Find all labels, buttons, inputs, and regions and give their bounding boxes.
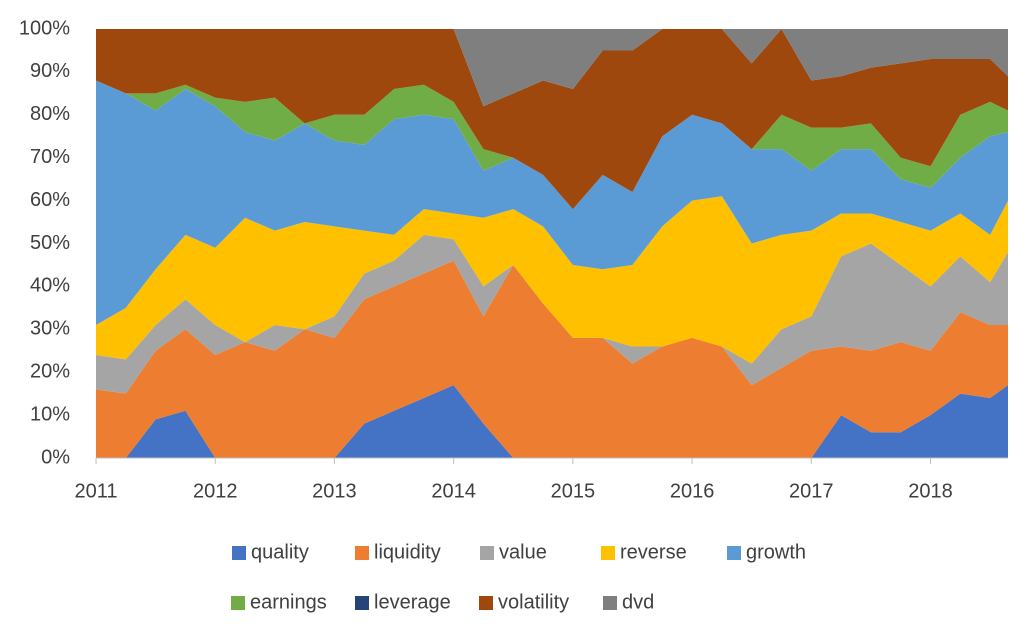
legend-swatch — [601, 546, 615, 560]
y-tick-label: 80% — [30, 103, 70, 125]
x-tick-label: 2014 — [431, 480, 476, 502]
legend-label: liquidity — [374, 541, 441, 563]
x-tick-label: 2015 — [551, 480, 596, 502]
y-tick-label: 70% — [30, 146, 70, 168]
legend-swatch — [480, 546, 494, 560]
legend-label: dvd — [622, 591, 654, 613]
area — [96, 385, 1008, 458]
x-tick-label: 2018 — [908, 480, 953, 502]
legend-swatch — [603, 596, 617, 610]
y-tick-label: 20% — [30, 360, 70, 382]
legend-swatch — [355, 596, 369, 610]
legend-label: quality — [251, 541, 309, 563]
y-tick-label: 100% — [19, 17, 70, 39]
legend-label: growth — [746, 541, 806, 563]
x-tick-label: 2017 — [789, 480, 834, 502]
area — [96, 29, 1008, 107]
area — [96, 234, 1008, 394]
y-tick-label: 90% — [30, 60, 70, 82]
legend-label: reverse — [620, 541, 687, 563]
legend-label: value — [499, 541, 547, 563]
legend-swatch — [727, 546, 741, 560]
y-tick-label: 0% — [41, 446, 70, 468]
x-tick-label: 2011 — [74, 480, 117, 502]
x-tick-label: 2012 — [193, 480, 238, 502]
area — [96, 196, 1008, 364]
legend-swatch — [355, 546, 369, 560]
y-tick-label: 60% — [30, 189, 70, 211]
x-tick-label: 2013 — [312, 480, 357, 502]
x-tick-label: 2016 — [670, 480, 715, 502]
y-tick-label: 10% — [30, 403, 70, 425]
legend-swatch — [231, 596, 245, 610]
legend-swatch — [479, 596, 493, 610]
area — [96, 80, 1008, 210]
area — [96, 260, 1008, 458]
y-tick-label: 40% — [30, 275, 70, 297]
area — [96, 29, 1008, 210]
legend-label: earnings — [250, 591, 327, 613]
legend-label: volatility — [498, 591, 569, 613]
area — [96, 80, 1008, 326]
legend-label: leverage — [374, 591, 451, 613]
legend-swatch — [232, 546, 246, 560]
y-tick-label: 50% — [30, 232, 70, 254]
y-tick-label: 30% — [30, 318, 70, 340]
